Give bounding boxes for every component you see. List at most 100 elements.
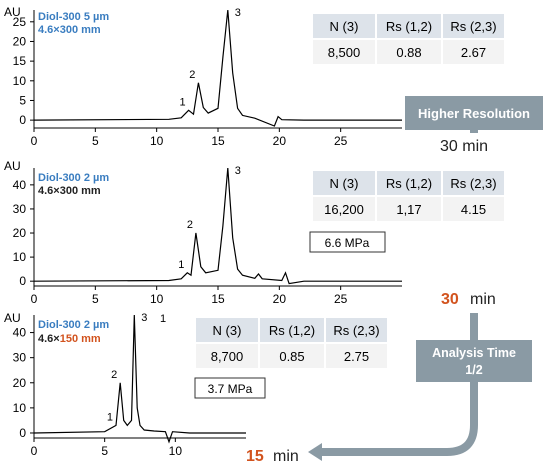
x-tick-label: 0 [31,134,38,148]
peak-label: 2 [187,219,193,231]
table-value-cell [196,344,258,368]
peak-label: 1 [178,259,184,271]
x-tick-label: 25 [334,134,348,148]
pressure-box [194,377,266,399]
y-tick-label: 20 [13,376,27,390]
table-header-cell [443,14,504,38]
x-tick-label: 15 [211,134,225,148]
table-header-cell [377,171,441,195]
column-dimensions: 4.6×300 mm [38,185,101,197]
flow-arrows: Higher Resolution Analysis Time 1/2 [308,96,543,461]
peak-label: 1 [179,96,185,108]
column-name: Diol-300 2 µm [38,172,109,184]
chromatogram-panel-2: AU Diol-300 2 µm 4.6×300 mm 6.6 MPa 30 m… [4,159,496,308]
y-tick-label: 30 [13,202,27,216]
table-header-text: N (3) [213,323,242,338]
column-dimensions: 4.6×150 mm [38,333,101,345]
y-tick-label: 10 [13,74,27,88]
table-header-cell [313,14,375,38]
x-tick-label: 5 [92,134,99,148]
table-header-text: N (3) [330,19,359,34]
table-header-text: Rs (2,3) [333,323,379,338]
end-time-label: 30 min [440,138,488,155]
results-table-2: N (3) 16,200 Rs (1,2) 1,17 Rs (2,3) 4.15 [313,171,504,221]
y-unit-label: AU [4,311,21,325]
table-value-text: 4.15 [461,202,486,217]
y-tick-label: 5 [19,93,26,107]
x-tick-label: 0 [31,444,38,458]
chromatogram-trace [33,167,402,285]
x-tick-label: 0 [31,292,38,306]
peak-label: 2 [111,369,117,381]
table-header-text: Rs (1,2) [386,176,432,191]
table-value-text: 8,700 [211,349,244,364]
table-value-cell [313,197,375,221]
peak-label: 3 [235,7,241,19]
y-tick-label: 30 [13,351,27,365]
y-tick-label: 10 [13,401,27,415]
table-value-cell [260,344,324,368]
table-header-cell [377,14,441,38]
table-value-cell [326,344,387,368]
table-header-cell [196,318,258,342]
peak-label: 3 [235,165,241,177]
table-header-text: Rs (1,2) [386,19,432,34]
higher-resolution-box [405,96,543,130]
peak-label: 3 [141,312,147,324]
table-value-text: 0.88 [396,45,421,60]
x-tick-label: 20 [273,292,287,306]
x-tick-label: 25 [334,292,348,306]
chromatogram-panel-1: AU Diol-300 5 µm 4.6×300 mm 30 min 05101… [4,5,488,155]
pressure-label: 3.7 MPa [208,382,253,396]
table-header-cell [326,318,387,342]
results-table-3: N (3) 8,700 Rs (1,2) 0.85 Rs (2,3) 2.75 [196,318,387,368]
y-tick-label: 0 [19,113,26,127]
y-tick-label: 0 [19,274,26,288]
x-tick-label: 10 [150,134,164,148]
table-value-cell [313,40,375,64]
table-value-text: 2.67 [461,45,486,60]
table-value-cell [377,197,441,221]
table-value-text: 1,17 [396,202,421,217]
column-dimensions: 4.6×300 mm [38,24,101,36]
table-header-text: Rs (2,3) [450,176,496,191]
table-header-text: N (3) [330,176,359,191]
x-tick-label: 10 [150,292,164,306]
table-value-cell [377,40,441,64]
results-tables: N (3) 8,500 Rs (1,2) 0.88 Rs (2,3) 2.67 N (3) 1… [196,14,504,368]
y-tick-label: 20 [13,34,27,48]
x-tick-label: 5 [101,444,108,458]
table-value-text: 16,200 [324,202,364,217]
y-unit-label: AU [4,5,21,19]
column-dimensions-prefix: 4.6× [38,333,60,345]
table-value-text: 2.75 [344,349,369,364]
y-tick-label: 25 [13,15,27,29]
table-header-text: Rs (1,2) [269,323,315,338]
column-name: Diol-300 5 µm [38,11,109,23]
table-header-cell [443,171,504,195]
table-header-cell [313,171,375,195]
x-tick-label: 15 [211,292,225,306]
arrowhead-left [308,443,322,461]
end-time-unit: min [470,291,496,308]
analysis-time-label-line1: Analysis Time [432,346,516,360]
table-value-cell [443,40,504,64]
chromatogram-trace [33,314,246,444]
analysis-time-box [416,340,532,382]
table-header-text: Rs (2,3) [450,19,496,34]
y-tick-label: 20 [13,226,27,240]
higher-resolution-label: Higher Resolution [418,106,530,121]
y-tick-label: 0 [19,426,26,440]
chromatogram-panel-3: AU Diol-300 2 µm 4.6×150 mm 1 3.7 MPa 15… [4,311,299,465]
arrow-curve [322,380,478,456]
table-value-cell [443,197,504,221]
column-name: Diol-300 2 µm [38,319,109,331]
y-unit-label: AU [4,159,21,173]
chromatogram-trace [33,9,402,127]
extra-peak-label: 1 [160,313,166,325]
end-time-value: 30 [441,291,459,308]
table-value-text: 8,500 [328,45,361,60]
x-tick-label: 20 [273,134,287,148]
column-dimensions-length: 150 mm [60,333,101,345]
